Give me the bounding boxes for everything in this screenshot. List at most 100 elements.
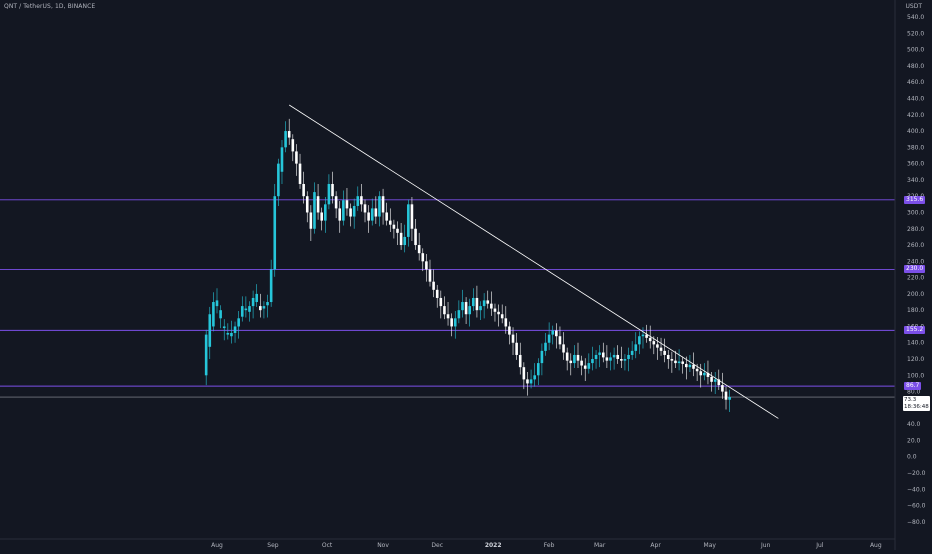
candle-body	[212, 302, 215, 327]
candle	[497, 304, 500, 327]
candle	[208, 306, 212, 360]
candle	[685, 356, 688, 380]
level-price-tag: 315.6	[904, 195, 926, 204]
candle-body	[641, 334, 645, 337]
candle-body	[244, 308, 248, 311]
candle-body	[536, 363, 540, 376]
candle-body	[594, 354, 598, 360]
candle	[403, 224, 407, 253]
candle-body	[313, 192, 316, 229]
candle	[587, 353, 591, 374]
candle	[414, 218, 417, 250]
candle-body	[609, 357, 612, 361]
candle-body	[623, 359, 627, 361]
price-tick-label: 140.0	[907, 340, 924, 347]
candle-body	[435, 289, 439, 298]
time-tick-label: Apr	[650, 542, 661, 549]
candle	[479, 301, 482, 320]
candle-body	[222, 326, 226, 329]
candle	[515, 332, 518, 360]
candle	[291, 134, 295, 162]
symbol-legend[interactable]: QNT / TetherUS, 1D, BINANCE	[4, 3, 96, 10]
candle-body	[208, 314, 212, 347]
candle	[464, 297, 468, 325]
candle-body	[356, 196, 360, 206]
candle	[630, 341, 634, 360]
candle	[388, 208, 392, 233]
trendline[interactable]	[288, 104, 779, 419]
candle-body	[681, 361, 684, 364]
time-axis[interactable]: Aug Sep Oct Nov Dec 2022 Feb Mar Apr May Jun Jul Aug	[211, 542, 882, 549]
candle	[486, 290, 490, 309]
candle-body	[446, 314, 450, 319]
candle	[609, 352, 612, 371]
candle-body	[251, 297, 255, 307]
candle	[583, 358, 587, 382]
candle-body	[428, 269, 432, 282]
candle-body	[320, 212, 323, 221]
candle	[450, 313, 453, 337]
candle-body	[388, 220, 392, 225]
candle	[573, 345, 576, 368]
candle-body	[273, 196, 277, 270]
candle	[233, 321, 237, 343]
candle-body	[656, 344, 659, 348]
candle-body	[511, 334, 515, 343]
candle	[410, 197, 414, 241]
candle-body	[349, 208, 352, 217]
candle-body	[316, 196, 320, 213]
time-tick-label: Aug	[211, 542, 223, 549]
candle-body	[342, 200, 345, 221]
candle	[338, 201, 342, 233]
candle-body	[295, 151, 298, 164]
candle-body	[605, 357, 609, 361]
candle-body	[370, 208, 374, 221]
price-tick-label: 100.0	[907, 372, 924, 379]
candle-body	[515, 342, 518, 355]
candle	[219, 305, 222, 329]
candle	[345, 188, 349, 216]
candle-body	[248, 306, 251, 312]
time-tick-label: Mar	[594, 542, 606, 549]
candle	[266, 294, 269, 318]
candle	[616, 345, 620, 364]
candle-body	[724, 391, 728, 400]
level-price-tag: 155.2	[904, 326, 926, 335]
candle	[468, 298, 471, 327]
candle-body	[493, 308, 497, 312]
candle-body	[576, 354, 580, 361]
candle	[349, 203, 352, 227]
price-tick-label: 400.0	[907, 128, 924, 135]
candle-body	[266, 302, 269, 306]
candle	[594, 350, 598, 369]
price-axis[interactable]: 540.0 520.0 500.0 480.0 460.0 440.0 420.0 400.0…	[907, 14, 926, 526]
candle	[529, 369, 533, 389]
candle-body	[627, 354, 630, 360]
candle-body	[529, 379, 533, 384]
candle	[652, 336, 656, 355]
candle-body	[338, 208, 342, 221]
candle	[457, 300, 461, 324]
candle	[407, 199, 410, 247]
candle-body	[677, 361, 681, 364]
candle-body	[421, 253, 425, 262]
candle-body	[562, 344, 565, 353]
candle	[620, 346, 623, 368]
candle	[367, 205, 370, 233]
candle-body	[403, 236, 407, 246]
price-tick-label: 20.0	[907, 437, 921, 444]
candle	[360, 183, 363, 212]
candle-body	[670, 359, 674, 361]
price-tick-label: −80.0	[907, 519, 926, 526]
candle-body	[392, 224, 396, 229]
candle	[623, 354, 627, 371]
candle	[634, 332, 638, 359]
candle	[251, 290, 255, 319]
candle-body	[450, 318, 453, 327]
candle-body	[259, 306, 262, 311]
time-tick-label: 2022	[485, 542, 502, 549]
current-price-tag: 73.3 18:36:48	[903, 396, 930, 411]
